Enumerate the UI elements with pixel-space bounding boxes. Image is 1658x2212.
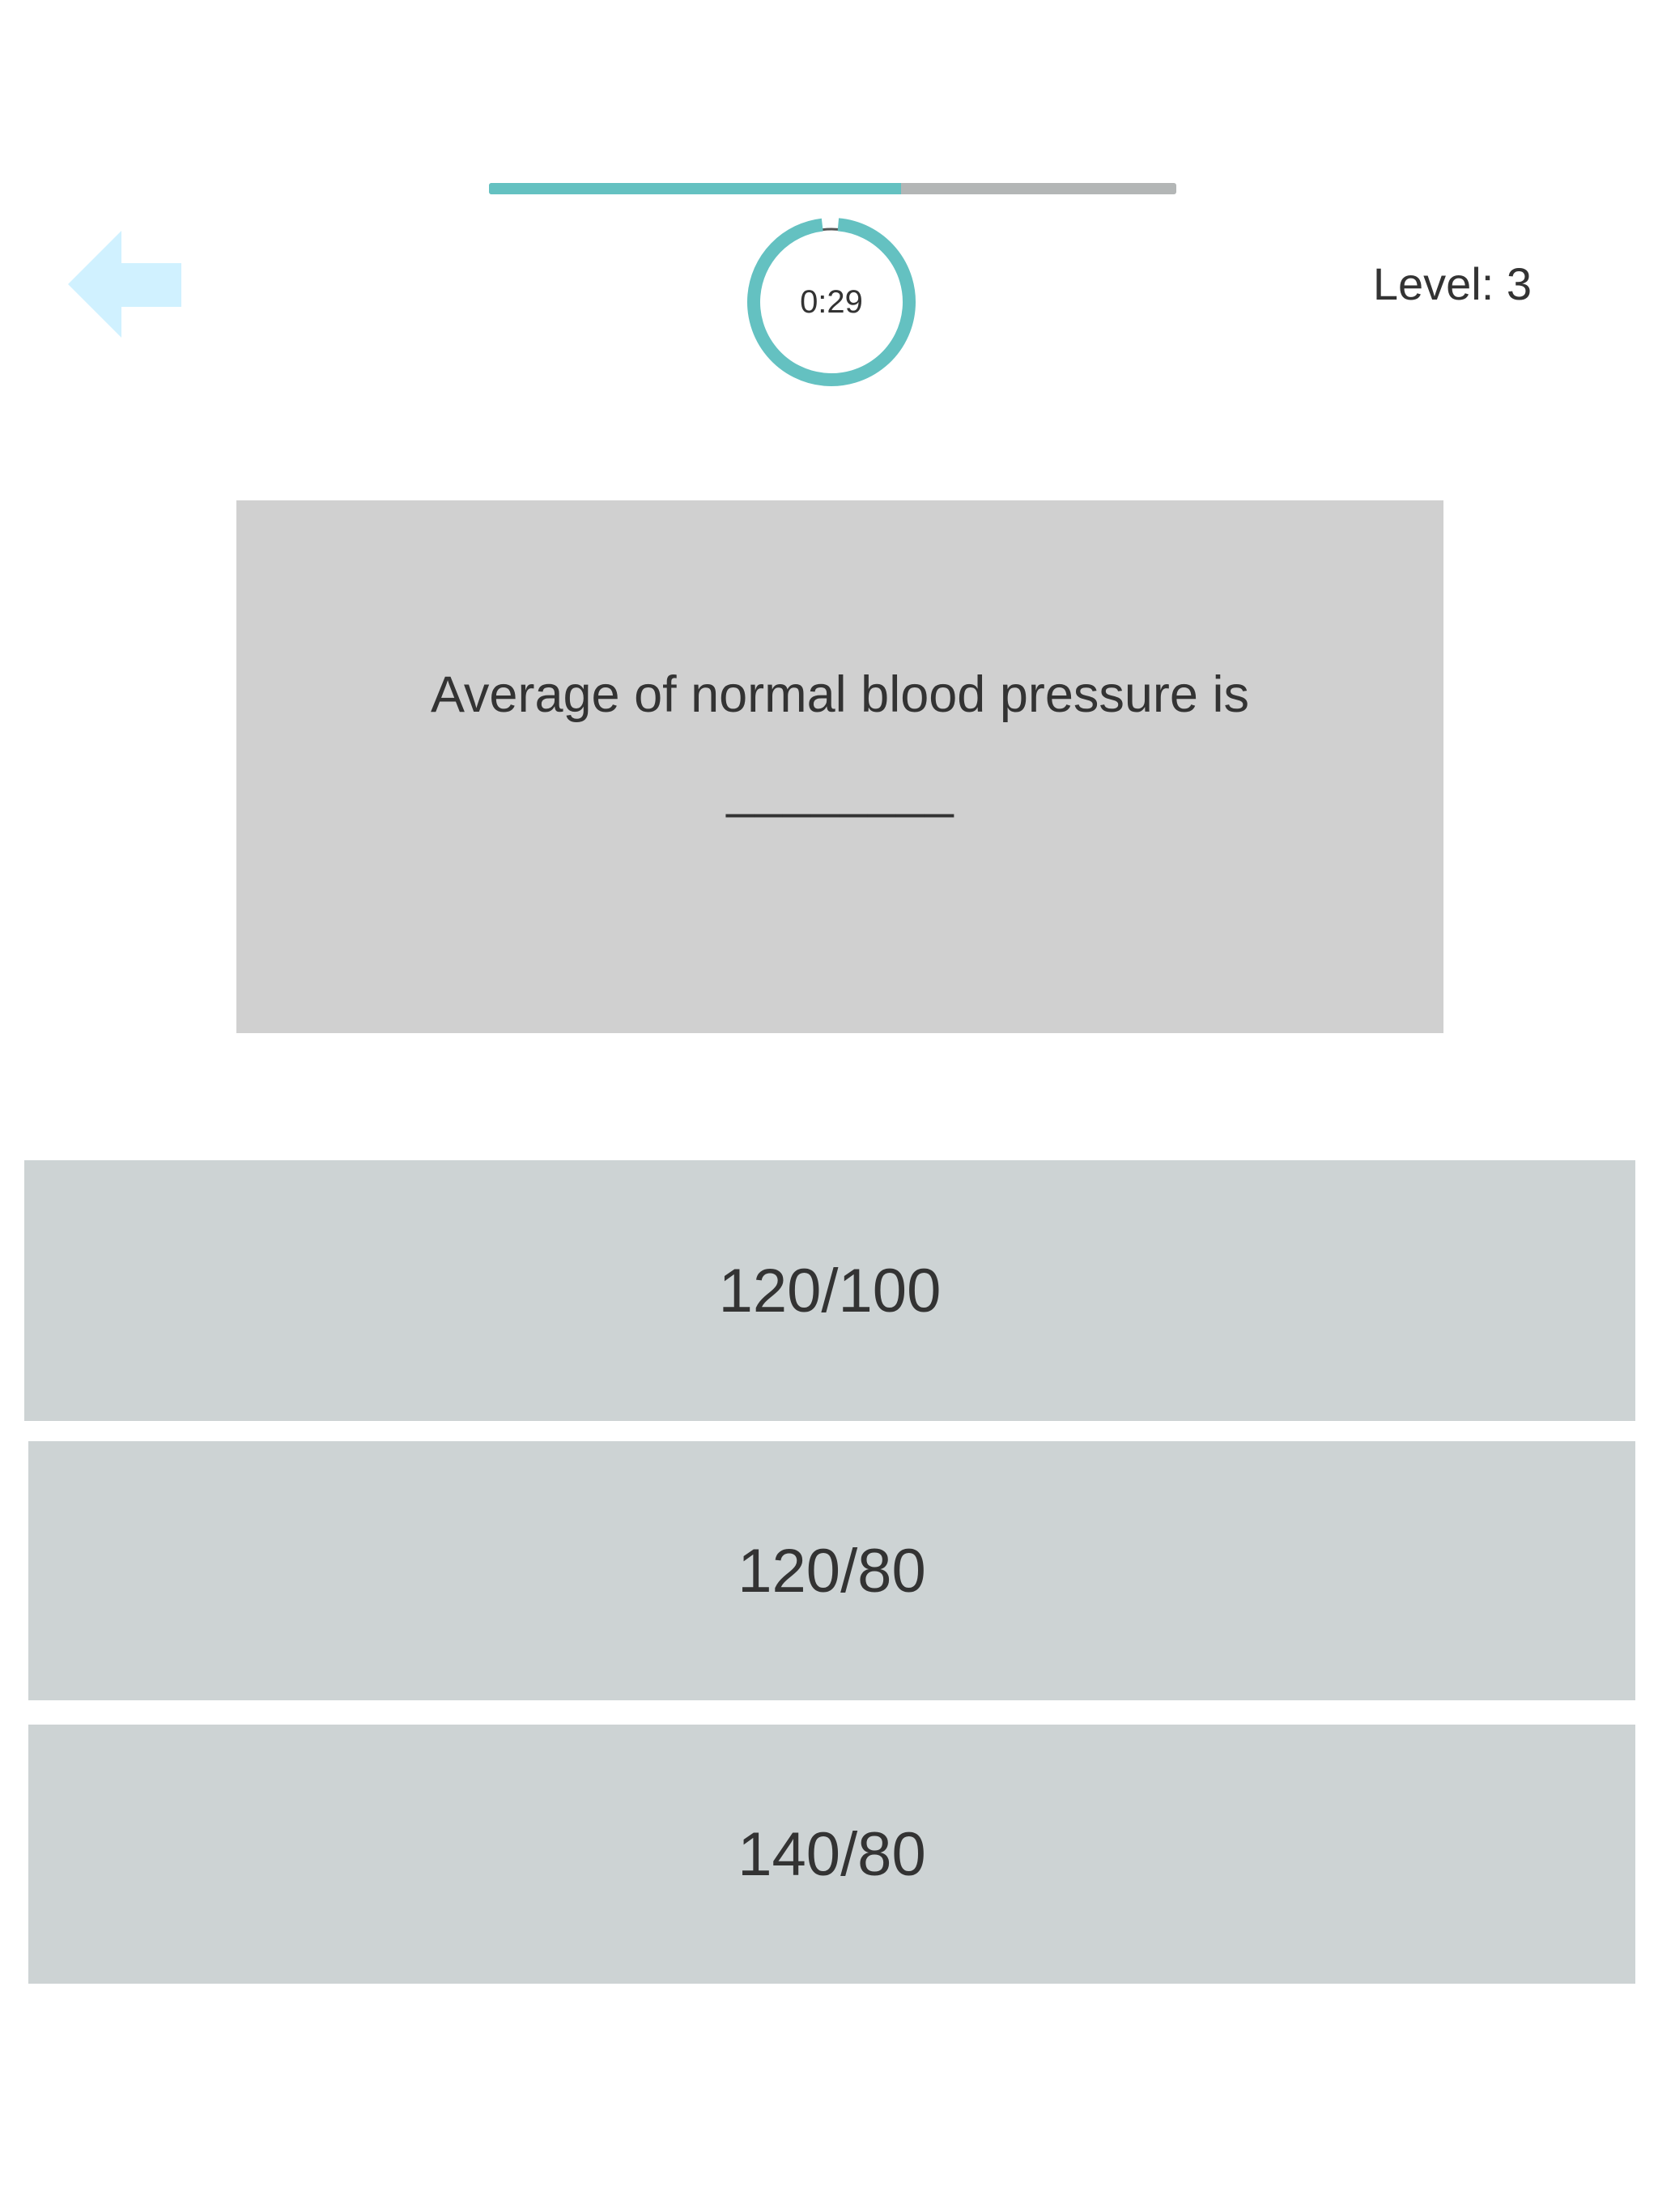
answer-label: 140/80 xyxy=(738,1819,926,1889)
back-button[interactable] xyxy=(68,231,181,338)
quiz-progress-fill xyxy=(489,183,902,194)
level-indicator: Level: 3 xyxy=(1372,258,1532,309)
question-blank: ________ xyxy=(726,762,954,819)
timer-text: 0:29 xyxy=(800,284,863,320)
answer-option-3[interactable]: 140/80 xyxy=(28,1725,1635,1984)
answer-label: 120/100 xyxy=(718,1256,942,1325)
answer-option-2[interactable]: 120/80 xyxy=(28,1441,1635,1700)
countdown-timer: 0:29 xyxy=(746,216,917,388)
question-line: Average of normal blood pressure is xyxy=(431,666,1249,723)
answer-label: 120/80 xyxy=(738,1536,926,1606)
answer-option-1[interactable]: 120/100 xyxy=(24,1160,1635,1421)
timer-ring xyxy=(747,218,916,386)
quiz-progress-bar xyxy=(489,183,1176,194)
question-card: Average of normal blood pressure is ____… xyxy=(236,500,1443,1033)
arrow-left-icon xyxy=(68,231,181,338)
question-text: Average of normal blood pressure is ____… xyxy=(431,647,1249,838)
